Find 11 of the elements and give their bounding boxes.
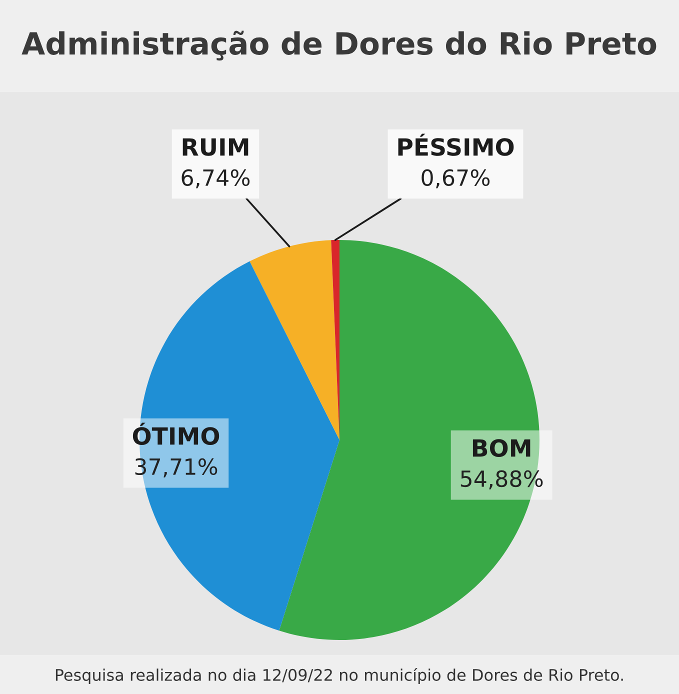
data-label: 37,71% [135, 458, 218, 478]
data-label: 6,74% [182, 169, 250, 188]
data-label: 54,88% [460, 470, 543, 490]
slice-label: RUIM [182, 138, 248, 156]
chart-title: Administração de Dores do Rio Preto [22, 30, 656, 60]
slice-label: PÉSSIMO [398, 134, 514, 156]
slice-label: ÓTIMO [132, 422, 220, 445]
data-label: 0,67% [422, 169, 490, 188]
slice-label: BOM [472, 439, 530, 457]
pie-slice [250, 240, 340, 440]
text: Pesquisa realizada no dia 12/09/22 no município de Dores de Rio Preto. [56, 668, 623, 684]
